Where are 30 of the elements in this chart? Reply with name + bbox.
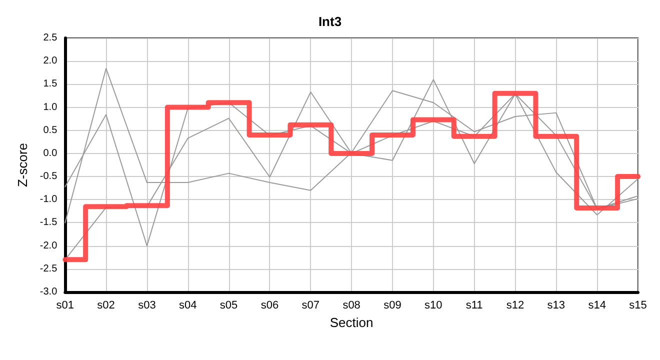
y-tick-label: 0.5 <box>43 124 58 136</box>
x-tick-label: s06 <box>260 300 279 312</box>
y-tick-label: -1.0 <box>40 194 58 206</box>
x-tick-label: s04 <box>179 300 197 312</box>
chart-title: Int3 <box>318 14 342 29</box>
y-tick-label: -2.0 <box>40 240 58 252</box>
x-tick-label: s08 <box>342 300 360 312</box>
x-tick-label: s07 <box>302 300 320 312</box>
y-tick-label: -1.5 <box>40 217 58 228</box>
x-tick-label: s01 <box>56 300 74 312</box>
x-tick-label: s14 <box>588 300 606 312</box>
x-tick-label: s02 <box>97 300 115 312</box>
y-tick-label: -2.5 <box>40 263 58 274</box>
y-tick-label: -0.5 <box>40 171 58 182</box>
y-tick-label: 0.0 <box>43 148 58 159</box>
y-axis-title: Z-score <box>15 142 30 188</box>
x-tick-label: s15 <box>629 300 647 312</box>
y-tick-label: 2.5 <box>43 32 58 44</box>
y-tick-label: 2.0 <box>43 56 58 67</box>
y-tick-label: 1.0 <box>43 102 58 113</box>
x-axis-title: Section <box>330 314 374 330</box>
y-tick-label: 1.5 <box>43 78 58 90</box>
x-tick-label: s05 <box>220 300 238 312</box>
y-tick-label: -3.0 <box>40 286 58 298</box>
x-tick-label: s03 <box>138 300 156 312</box>
x-tick-label: s13 <box>547 300 566 312</box>
x-tick-label: s12 <box>506 300 524 312</box>
x-tick-label: s09 <box>384 300 402 312</box>
x-tick-label: s11 <box>466 300 483 312</box>
x-tick-label: s10 <box>424 300 442 312</box>
